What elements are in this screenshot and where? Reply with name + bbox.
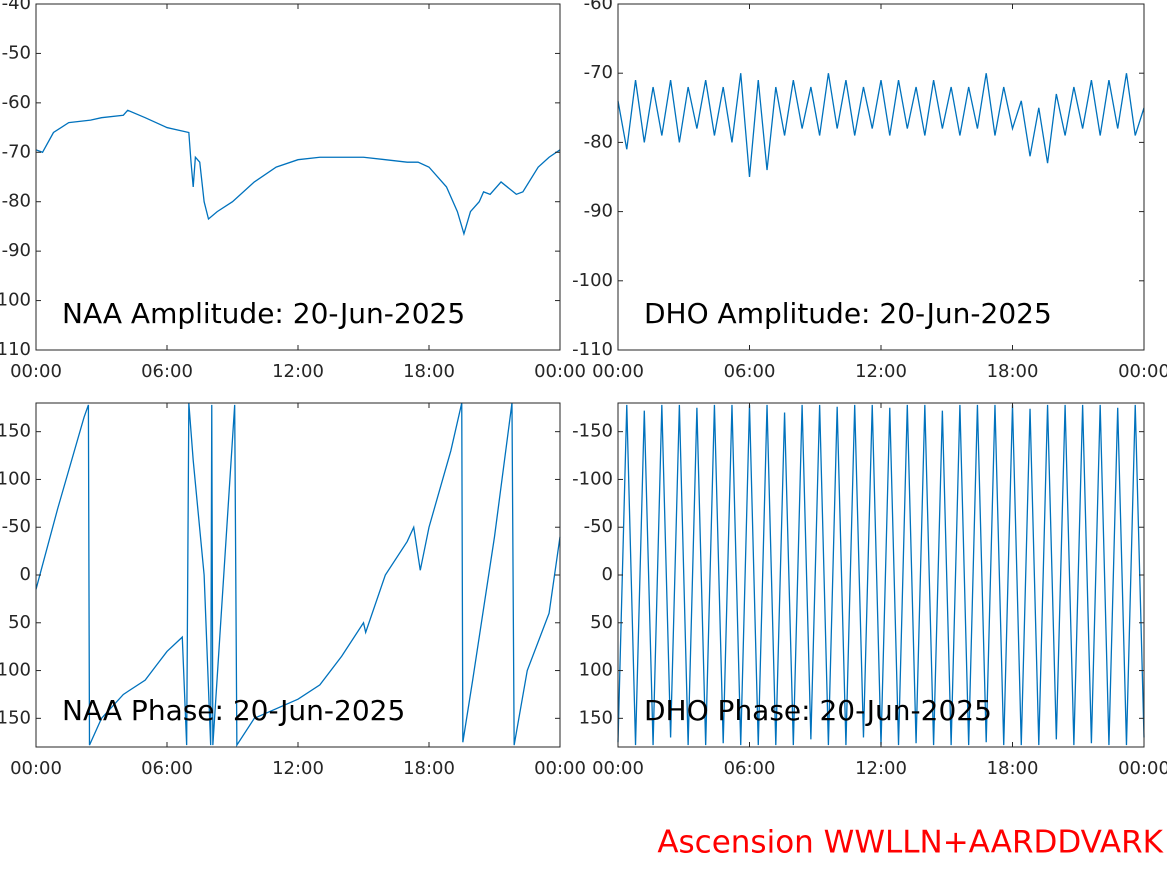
y-tick-label: -100 bbox=[572, 270, 613, 291]
y-tick-label: 50 bbox=[590, 612, 613, 633]
data-line bbox=[35, 402, 561, 748]
y-tick-label: -50 bbox=[2, 516, 31, 537]
y-tick-label: -60 bbox=[584, 0, 613, 14]
y-tick-label: 50 bbox=[8, 612, 31, 633]
y-tick-label: -150 bbox=[0, 421, 31, 442]
x-tick-label: 06:00 bbox=[724, 361, 776, 382]
x-tick-label: 00:00 bbox=[534, 758, 586, 779]
footer: Ascension WWLLN+AARDDVARK bbox=[657, 825, 1163, 861]
y-tick-label: -100 bbox=[0, 468, 31, 489]
x-tick-label: 12:00 bbox=[272, 361, 324, 382]
x-tick-label: 12:00 bbox=[272, 758, 324, 779]
y-tick-label: -80 bbox=[2, 191, 31, 212]
y-tick-label: 0 bbox=[20, 564, 31, 585]
plot-title: DHO Amplitude: 20-Jun-2025 bbox=[644, 297, 1052, 330]
x-tick-label: 06:00 bbox=[724, 758, 776, 779]
y-tick-label: -70 bbox=[2, 141, 31, 162]
x-tick-label: 06:00 bbox=[141, 758, 193, 779]
x-tick-label: 00:00 bbox=[592, 361, 644, 382]
x-tick-label: 18:00 bbox=[403, 758, 455, 779]
y-tick-label: -80 bbox=[584, 131, 613, 152]
y-tick-label: -100 bbox=[0, 290, 31, 311]
data-line bbox=[35, 109, 561, 237]
y-tick-label: -90 bbox=[584, 201, 613, 222]
y-tick-label: 0 bbox=[602, 564, 613, 585]
axes-background bbox=[36, 403, 560, 747]
x-tick-label: 00:00 bbox=[10, 361, 62, 382]
x-tick-label: 00:00 bbox=[1118, 361, 1167, 382]
y-tick-label: 150 bbox=[0, 707, 31, 728]
x-tick-label: 00:00 bbox=[10, 758, 62, 779]
x-tick-label: 00:00 bbox=[1118, 758, 1167, 779]
x-tick-label: 00:00 bbox=[592, 758, 644, 779]
plot-title: NAA Phase: 20-Jun-2025 bbox=[62, 694, 405, 727]
x-tick-label: 00:00 bbox=[534, 361, 586, 382]
y-tick-label: -60 bbox=[2, 92, 31, 113]
axes-background bbox=[618, 4, 1144, 350]
y-tick-label: -50 bbox=[2, 42, 31, 63]
y-tick-label: 150 bbox=[579, 707, 613, 728]
x-tick-label: 18:00 bbox=[987, 361, 1039, 382]
axes-background bbox=[618, 403, 1144, 747]
y-tick-label: -100 bbox=[572, 468, 613, 489]
y-tick-label: -150 bbox=[572, 421, 613, 442]
y-tick-label: 100 bbox=[579, 660, 613, 681]
x-tick-label: 18:00 bbox=[987, 758, 1039, 779]
plot-title: NAA Amplitude: 20-Jun-2025 bbox=[62, 297, 465, 330]
x-tick-label: 18:00 bbox=[403, 361, 455, 382]
x-tick-label: 12:00 bbox=[855, 361, 907, 382]
x-tick-label: 06:00 bbox=[141, 361, 193, 382]
y-tick-label: 100 bbox=[0, 660, 31, 681]
plot-title: DHO Phase: 20-Jun-2025 bbox=[644, 694, 992, 727]
axes-background bbox=[36, 4, 560, 350]
y-tick-label: -40 bbox=[2, 0, 31, 14]
y-tick-label: -110 bbox=[572, 339, 613, 360]
y-tick-label: -110 bbox=[0, 339, 31, 360]
y-tick-label: -70 bbox=[584, 62, 613, 83]
x-tick-label: 12:00 bbox=[855, 758, 907, 779]
y-tick-label: -50 bbox=[584, 516, 613, 537]
y-tick-label: -90 bbox=[2, 240, 31, 261]
data-line bbox=[617, 73, 1145, 178]
